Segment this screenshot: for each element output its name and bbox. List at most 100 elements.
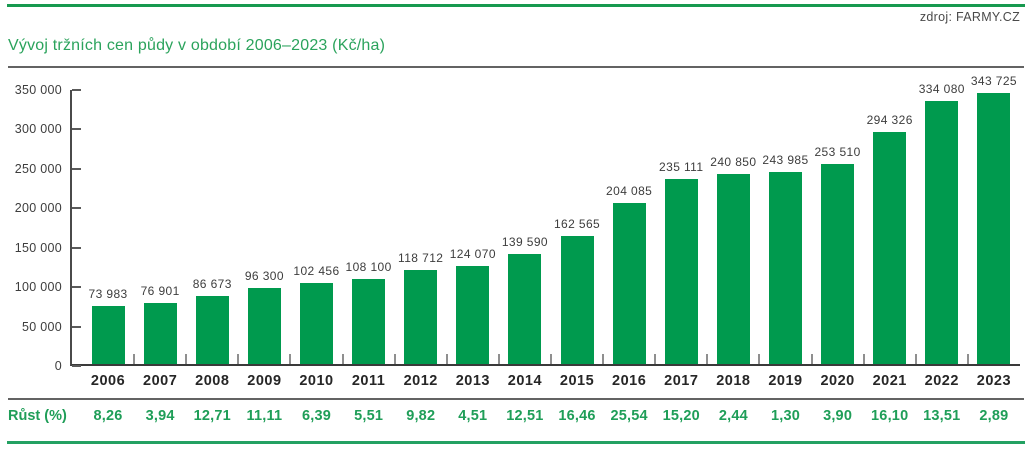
source-text: zdroj: FARMY.CZ bbox=[919, 10, 1020, 24]
bar-value-label: 240 850 bbox=[710, 155, 757, 170]
year-label: 2008 bbox=[195, 373, 230, 389]
bar bbox=[716, 174, 750, 364]
y-axis-label: 200 000 bbox=[14, 201, 62, 216]
bar-column: 139 590 bbox=[499, 90, 552, 364]
growth-row: Růst (%) 8,26 3,94 12,71 11,11 6,39 5,51 9,82 4… bbox=[0, 408, 1020, 424]
x-axis-tick bbox=[966, 354, 969, 364]
x-axis-tick bbox=[654, 354, 657, 364]
bar-value-label: 86 673 bbox=[192, 276, 232, 291]
year-label: 2014 bbox=[507, 373, 543, 389]
bar bbox=[352, 278, 386, 364]
bar-value-label: 343 725 bbox=[970, 73, 1017, 88]
y-axis-tick bbox=[72, 286, 81, 289]
bar bbox=[612, 203, 646, 364]
bar-value-label: 76 901 bbox=[140, 284, 180, 299]
bar bbox=[664, 178, 698, 364]
bar-column: 204 085 bbox=[603, 90, 657, 364]
bar-column: 240 850 bbox=[707, 90, 761, 364]
bottom-green-rule bbox=[7, 441, 1025, 444]
x-axis-tick bbox=[706, 354, 709, 364]
bar-column: 343 725 bbox=[968, 74, 1020, 364]
year-label: 2016 bbox=[612, 373, 647, 389]
y-axis-tick bbox=[72, 365, 81, 367]
year-label: 2009 bbox=[247, 373, 282, 389]
chart-plot-row: 350 000 300 000 250 000 200 000 150 000 100 0… bbox=[0, 74, 1020, 373]
year-label: 2010 bbox=[299, 373, 334, 389]
year-label: 2020 bbox=[820, 373, 855, 389]
bar-column: 73 983 bbox=[82, 90, 136, 364]
bar bbox=[143, 303, 177, 364]
bar-column: 162 565 bbox=[551, 90, 605, 364]
y-axis-label: 150 000 bbox=[14, 240, 62, 255]
bar-column: 86 673 bbox=[186, 90, 240, 364]
bar bbox=[925, 100, 959, 364]
bar-value-label: 108 100 bbox=[345, 259, 392, 274]
y-axis-label: 100 000 bbox=[14, 280, 62, 295]
bar-column: 96 300 bbox=[238, 90, 292, 364]
x-axis-tick bbox=[862, 354, 865, 364]
growth-columns: 8,26 3,94 12,71 11,11 6,39 5,51 9,82 4,51 12,51 1… bbox=[72, 408, 1020, 424]
x-axis-years-row: 2006 2007 2008 2009 2010 2011 2012 2013 2014 2015… bbox=[0, 373, 1020, 389]
bar-value-label: 162 565 bbox=[553, 216, 601, 231]
bar-value-label: 253 510 bbox=[814, 145, 861, 160]
plot-area: 73 983 76 901 86 673 96 300 102 456 108 100 11… bbox=[70, 74, 1020, 367]
y-axis-tick bbox=[72, 167, 81, 170]
year-label: 2022 bbox=[924, 373, 959, 389]
y-axis-tick bbox=[72, 325, 81, 328]
growth-value: 3,94 bbox=[145, 408, 175, 424]
year-label: 2007 bbox=[143, 373, 178, 389]
bar-value-label: 204 085 bbox=[606, 184, 653, 199]
x-axis-tick bbox=[133, 354, 136, 364]
year-label: 2021 bbox=[872, 373, 907, 389]
years-gutter bbox=[0, 373, 72, 389]
year-label: 2023 bbox=[976, 373, 1012, 389]
bar-value-label: 243 985 bbox=[762, 152, 809, 167]
bar-value-label: 102 456 bbox=[293, 264, 340, 279]
bar-value-label: 139 590 bbox=[501, 234, 549, 249]
years-columns: 2006 2007 2008 2009 2010 2011 2012 2013 2014 2015… bbox=[72, 373, 1020, 389]
y-axis-label: 350 000 bbox=[14, 83, 62, 97]
bar bbox=[768, 171, 802, 364]
bar-value-label: 124 070 bbox=[449, 247, 496, 262]
y-axis-label: 50 000 bbox=[21, 319, 62, 334]
bar-column: 108 100 bbox=[343, 90, 396, 364]
bar-column: 253 510 bbox=[812, 90, 865, 364]
y-axis-labels: 350 000 300 000 250 000 200 000 150 000 100 0… bbox=[0, 83, 70, 373]
x-axis-tick bbox=[237, 354, 240, 364]
x-axis-tick bbox=[549, 354, 552, 364]
bar-column: 294 326 bbox=[864, 90, 917, 364]
growth-row-label: Růst (%) bbox=[8, 408, 67, 424]
bar-column: 102 456 bbox=[290, 90, 344, 364]
year-label: 2012 bbox=[403, 373, 438, 389]
bar bbox=[299, 283, 333, 364]
bar-value-label: 96 300 bbox=[244, 269, 284, 284]
year-label: 2018 bbox=[716, 373, 751, 389]
chart-title: Vývoj tržních cen půdy v období 2006–202… bbox=[8, 37, 386, 54]
y-axis-tick bbox=[72, 128, 81, 131]
bar-value-label: 118 712 bbox=[398, 251, 444, 266]
title-divider bbox=[8, 66, 1024, 68]
growth-value: 1,30 bbox=[770, 408, 800, 424]
bar bbox=[91, 305, 125, 364]
growth-value: 25,54 bbox=[610, 408, 648, 424]
bars-row: 73 983 76 901 86 673 96 300 102 456 108 100 11… bbox=[72, 74, 1020, 364]
growth-value: 4,51 bbox=[458, 408, 488, 424]
year-label: 2019 bbox=[768, 373, 803, 389]
y-axis-tick bbox=[72, 246, 81, 249]
bar bbox=[560, 235, 594, 364]
bar bbox=[195, 295, 229, 364]
top-green-rule bbox=[7, 4, 1025, 7]
y-axis-label: 250 000 bbox=[14, 161, 62, 176]
growth-value: 13,51 bbox=[923, 408, 961, 424]
y-axis-label: 0 bbox=[54, 359, 62, 373]
bar bbox=[873, 131, 907, 364]
growth-value: 12,51 bbox=[506, 408, 544, 424]
growth-divider bbox=[8, 398, 1024, 400]
growth-value: 6,39 bbox=[301, 408, 331, 424]
bar bbox=[404, 270, 438, 364]
growth-value: 9,82 bbox=[406, 408, 436, 424]
x-axis-tick bbox=[289, 354, 292, 364]
bar-column: 334 080 bbox=[916, 82, 969, 364]
growth-value: 8,26 bbox=[93, 408, 123, 424]
